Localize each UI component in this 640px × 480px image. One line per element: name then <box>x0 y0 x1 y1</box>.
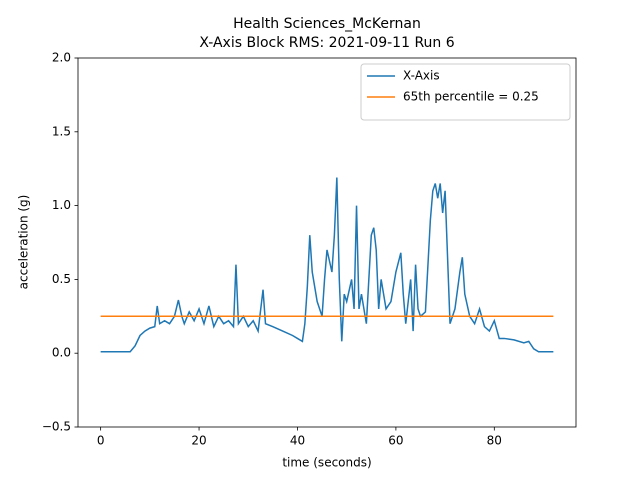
plot-frame <box>77 57 577 428</box>
x-tick-label: 0 <box>97 434 105 448</box>
legend-label: 65th percentile = 0.25 <box>403 90 539 104</box>
y-tick-label: 2.0 <box>52 51 71 65</box>
x-tick-label: 40 <box>290 434 305 448</box>
y-tick-label: 0.0 <box>52 346 71 360</box>
x-axis-label: time (seconds) <box>282 456 371 470</box>
y-tick-label: −0.5 <box>42 420 71 434</box>
legend-box <box>360 63 571 121</box>
y-tick-label: 1.0 <box>52 198 71 212</box>
y-tick-label: 0.5 <box>52 272 71 286</box>
chart-subtitle: X-Axis Block RMS: 2021-09-11 Run 6 <box>199 35 454 51</box>
x-tick-label: 20 <box>191 434 206 448</box>
chart-title: Health Sciences_McKernan <box>233 16 421 32</box>
x-tick-label: 80 <box>487 434 502 448</box>
y-tick-label: 1.5 <box>52 124 71 138</box>
x-tick-label: 60 <box>388 434 403 448</box>
y-axis-label: acceleration (g) <box>17 195 31 290</box>
series-line <box>100 177 554 353</box>
legend-label: X-Axis <box>403 69 440 83</box>
